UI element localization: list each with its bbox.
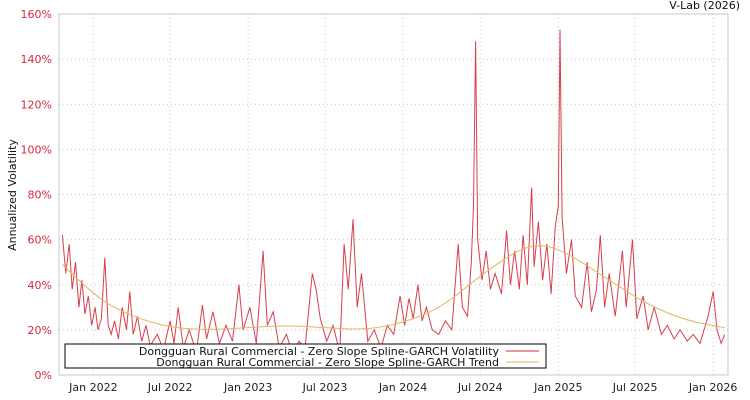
x-tick-label: Jan 2023 (223, 381, 272, 394)
y-tick-label: 0% (35, 369, 52, 382)
x-tick-label: Jul 2025 (612, 381, 658, 394)
y-tick-label: 160% (21, 8, 52, 21)
credit-label: V-Lab (2026) (669, 0, 740, 12)
legend-label-trend: Dongguan Rural Commercial - Zero Slope S… (156, 356, 499, 369)
legend-box (64, 343, 547, 369)
y-axis-label: Annualized Volatility (6, 139, 19, 251)
x-tick-label: Jan 2024 (378, 381, 427, 394)
x-axis-ticks: Jan 2022 Jul 2022 Jan 2023 Jul 2023 Jan 2024… (68, 381, 737, 394)
y-tick-label: 60% (28, 234, 52, 247)
trend-line (62, 245, 725, 330)
legend-label-volatility: Dongguan Rural Commercial - Zero Slope S… (139, 345, 500, 358)
y-tick-label: 120% (21, 98, 52, 111)
x-tick-label: Jan 2025 (533, 381, 582, 394)
y-tick-label: 40% (28, 279, 52, 292)
x-tick-label: Jul 2023 (302, 381, 348, 394)
volatility-line (61, 29, 726, 354)
plot-frame (58, 13, 729, 376)
y-tick-label: 20% (28, 324, 52, 337)
y-tick-label: 140% (21, 53, 52, 66)
x-tick-label: Jan 2026 (688, 381, 737, 394)
grid-lines (59, 14, 728, 375)
legend: Dongguan Rural Commercial - Zero Slope S… (64, 343, 547, 369)
x-tick-label: Jan 2022 (68, 381, 117, 394)
x-tick-label: Jul 2022 (147, 381, 193, 394)
x-tick-label: Jul 2024 (457, 381, 503, 394)
y-tick-label: 80% (28, 189, 52, 202)
y-axis-ticks: 0% 20% 40% 60% 80% 100% 120% 140% 160% (21, 8, 52, 382)
y-tick-label: 100% (21, 143, 52, 156)
